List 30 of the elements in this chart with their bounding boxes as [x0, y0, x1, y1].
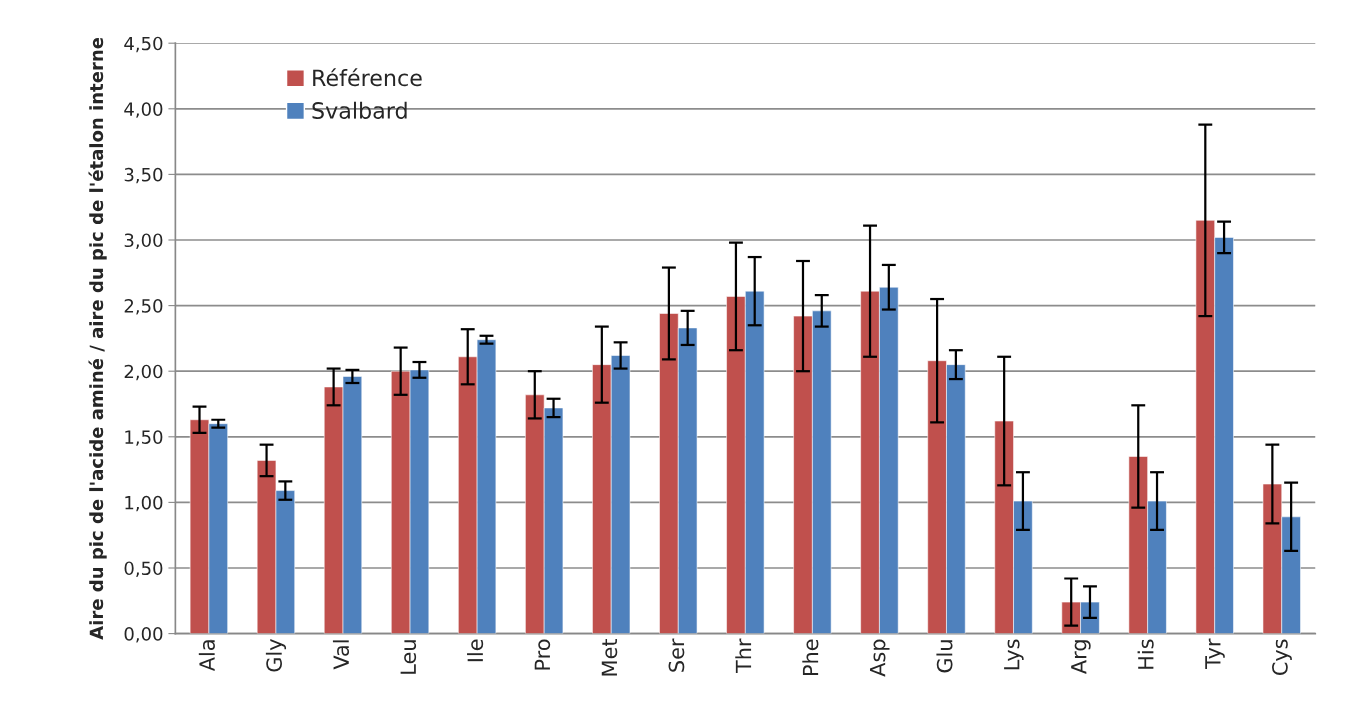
x-tick-label: Met — [601, 638, 618, 676]
x-tick-label: Ile — [467, 639, 484, 662]
y-tick-label: 3,00 — [124, 233, 163, 249]
y-axis-title: Aire du pic de l'acide aminé / aire du pic de l'étalon interne — [88, 37, 107, 640]
y-tick-label: 0,00 — [124, 627, 163, 643]
x-tick-label: Lys — [1004, 639, 1024, 670]
y-tick-label: 4,50 — [124, 36, 163, 53]
x-tick-label: Arg — [1071, 640, 1091, 674]
x-tick-label: Glu — [936, 640, 953, 673]
x-tick-label: Gly — [265, 639, 287, 672]
x-tick-label: Asp — [869, 639, 890, 677]
x-tick-label: Leu — [400, 640, 417, 674]
x-tick-label: Pro — [534, 639, 551, 670]
x-tick-label: Tyr — [1205, 638, 1225, 669]
y-tick-label: 3,50 — [124, 167, 163, 184]
x-tick-label: Val — [332, 640, 350, 670]
x-tick-label: Phe — [802, 639, 819, 675]
x-tick-label: Ala — [198, 640, 215, 672]
x-tick-label: Ser — [668, 638, 685, 672]
y-tick-label: 1,50 — [125, 430, 163, 446]
x-tick-label: Thr — [735, 638, 752, 674]
x-tick-label: His — [1137, 639, 1154, 669]
y-tick-label: 0,50 — [124, 561, 163, 577]
y-tick-label: 2,00 — [124, 364, 163, 381]
x-tick-label: Cys — [1272, 639, 1292, 676]
legend-label: Référence — [313, 68, 422, 87]
y-tick-label: 2,50 — [124, 299, 163, 315]
legend-label: Svalbard — [312, 101, 407, 119]
y-tick-label: 4,00 — [124, 102, 163, 118]
y-tick-label: 1,00 — [125, 495, 163, 512]
